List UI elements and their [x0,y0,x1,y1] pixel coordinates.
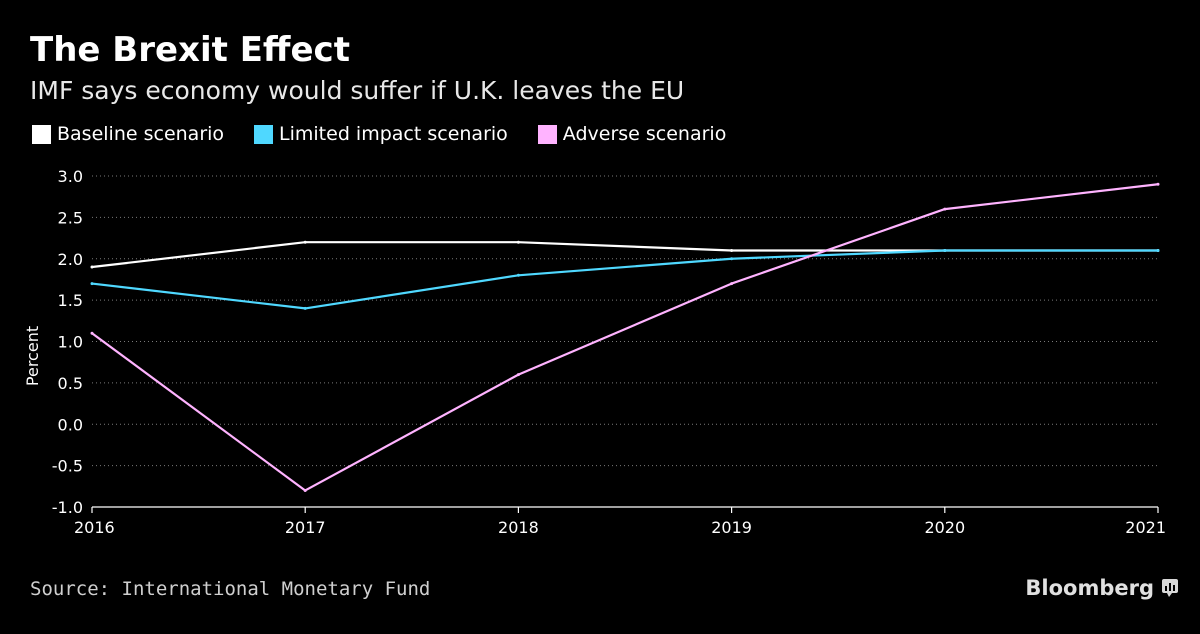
y-tick-label: 2.0 [58,250,83,269]
x-tick-label: 2020 [924,518,965,537]
data-point-limited [730,257,734,261]
legend-label-adverse: Adverse scenario [562,123,727,145]
y-tick-label: -1.0 [52,498,83,517]
source-note: Source: International Monetary Fund [30,578,431,600]
y-tick-label: 0.0 [58,415,83,434]
data-point-limited [303,306,307,310]
y-tick-label: 1.0 [58,333,83,352]
y-tick-label: -0.5 [52,457,83,476]
data-point-limited [943,248,947,252]
x-tick-label: 2019 [711,518,752,537]
legend-label-baseline: Baseline scenario [57,123,225,145]
data-point-baseline [516,240,520,244]
series-line-adverse [91,183,1159,492]
data-point-adverse [303,488,307,492]
data-point-adverse [730,282,734,286]
legend-swatch-limited [254,124,274,144]
y-tick-label: 3.0 [58,167,83,186]
series-line-baseline [91,241,1158,269]
data-point-limited [516,273,520,277]
data-point-baseline [730,248,734,252]
y-tick-label: 2.5 [58,208,83,227]
y-axis-title: Percent [23,326,42,386]
data-point-adverse [943,207,947,211]
x-tick-label: 2018 [498,518,539,537]
data-point-adverse [516,373,520,377]
y-tick-label: 1.5 [58,291,83,310]
data-point-adverse [90,331,94,335]
data-point-limited [90,282,94,286]
data-point-baseline [303,240,307,244]
brand-logo: Bloomberg [1025,576,1178,600]
legend: Baseline scenario Limited impact scenari… [32,123,756,145]
brand-name: Bloomberg [1025,576,1154,600]
series-line-limited [91,249,1158,310]
y-tick-label: 0.5 [58,374,83,393]
data-point-baseline [90,265,94,269]
legend-item-limited: Limited impact scenario [254,123,508,145]
chart-title: The Brexit Effect [30,30,350,70]
x-tick-label: 2017 [285,518,326,537]
bloomberg-chart-icon [1162,579,1178,597]
data-point-adverse [1156,182,1160,186]
data-point-limited [1156,248,1160,252]
legend-item-baseline: Baseline scenario [32,123,224,145]
legend-swatch-adverse [537,124,557,144]
x-tick-label: 2016 [74,518,115,537]
legend-swatch-baseline [32,124,51,144]
chart-subtitle: IMF says economy would suffer if U.K. le… [30,76,685,105]
series-layer [90,182,1160,492]
legend-label-limited: Limited impact scenario [279,123,508,145]
legend-item-adverse: Adverse scenario [537,123,727,145]
grid-layer [92,175,1158,467]
x-tick-label: 2021 [1125,518,1166,537]
